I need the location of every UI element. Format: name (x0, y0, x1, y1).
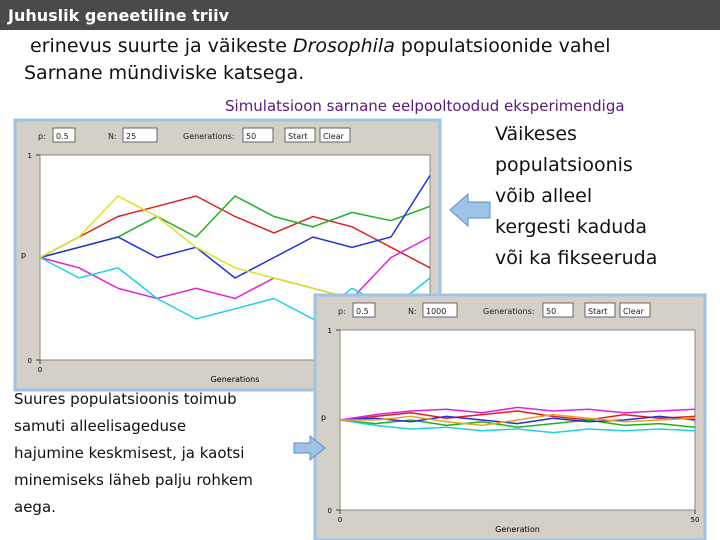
control-label: p: (38, 132, 46, 141)
sim-panel: p: 0.5 N: 25 Generations: 50 Start Clear 0 1 0 p Gen… (13, 118, 442, 392)
control-label: N: (408, 307, 417, 316)
note-line: Väikeses (495, 123, 577, 145)
subtitle-part: erinevus suurte ja väikeste (30, 35, 293, 57)
note-line: samuti alleelisageduse (14, 417, 186, 435)
sim-line (39, 195, 431, 269)
note-line: populatsioonis (495, 154, 633, 176)
input-field (422, 302, 458, 318)
input-field (122, 127, 158, 143)
input-value: 25 (126, 132, 136, 141)
button (584, 302, 616, 318)
button (284, 127, 316, 143)
input-field (52, 127, 76, 143)
note-line: hajumine keskmisest, ja kaotsi (14, 444, 244, 462)
x-tick-label: 50 (691, 516, 700, 524)
sim-line (39, 236, 431, 300)
input-value: 0.5 (56, 132, 69, 141)
subtitle-line: Sarnane mündiviske katsega. (24, 62, 304, 84)
input-value: 0.5 (356, 307, 369, 316)
subtitle-italic: Drosophila (293, 35, 395, 57)
control-label: p: (338, 307, 346, 316)
sim-line (339, 419, 696, 434)
note-line: Suures populatsioonis toimub (14, 390, 237, 408)
control-label: N: (108, 132, 117, 141)
input-field (242, 127, 274, 143)
sim-line (339, 415, 696, 425)
y-axis-label: p (321, 413, 326, 422)
subtitle-part: populatsioonide vahel (395, 35, 611, 57)
y-tick-label: 0 (28, 357, 32, 365)
caption: Simulatsioon sarnane eelpooltoodud ekspe… (225, 97, 625, 115)
sim-line (339, 406, 696, 421)
note-line: või ka fikseeruda (495, 247, 657, 269)
arrow-right (293, 434, 326, 462)
y-tick-label: 0 (328, 507, 332, 515)
x-axis-label: Generation (495, 525, 540, 534)
button-label: Start (588, 307, 608, 316)
note-line: võib alleel (495, 185, 592, 207)
note-line: minemiseks läheb palju rohkem (14, 471, 253, 489)
input-field (352, 302, 376, 318)
sim-line (339, 410, 696, 421)
arrow-left (449, 192, 491, 228)
button (319, 127, 351, 143)
control-label: Generations: (483, 307, 535, 316)
input-value: 1000 (426, 307, 446, 316)
slide-title: Juhuslik geneetiline triiv (7, 6, 230, 25)
y-axis-label: p (21, 251, 26, 260)
sim-line (340, 413, 696, 427)
sim-line (39, 175, 431, 279)
input-field (542, 302, 574, 318)
button (619, 302, 651, 318)
x-axis-label: Generations (211, 375, 260, 384)
sim-panel: p: 0.5 N: 1000 Generations: 50 Start Clear 0 1 0 50… (313, 293, 707, 540)
note-line: kergesti kaduda (495, 216, 647, 238)
header-bar (0, 0, 720, 30)
x-tick-label: 0 (338, 516, 342, 524)
input-value: 50 (546, 307, 556, 316)
x-tick-label: 0 (38, 366, 42, 374)
button-label: Start (288, 132, 308, 141)
button-label: Clear (323, 132, 345, 141)
subtitle: erinevus suurte ja väikeste Drosophila p… (30, 35, 610, 57)
control-label: Generations: (183, 132, 235, 141)
button-label: Clear (623, 307, 645, 316)
y-tick-label: 1 (28, 152, 32, 160)
input-value: 50 (246, 132, 256, 141)
y-tick-label: 1 (328, 327, 332, 335)
note-line: aega. (14, 498, 56, 516)
